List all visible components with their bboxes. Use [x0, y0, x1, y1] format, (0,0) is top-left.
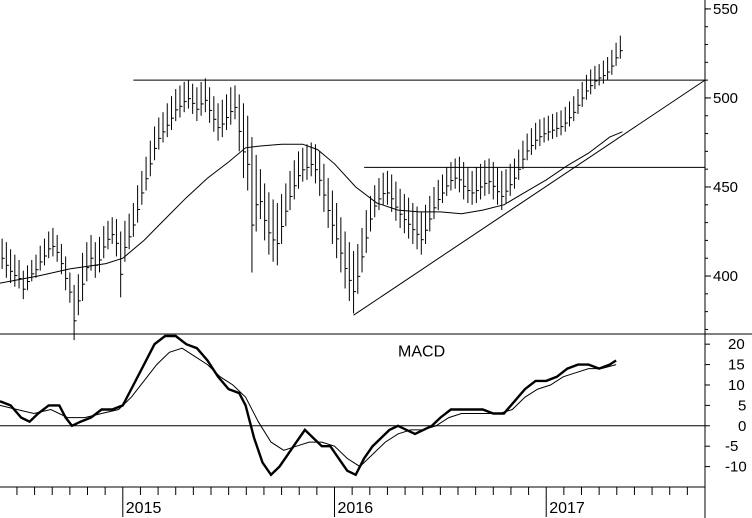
price-y-tick-label: 550 — [713, 1, 738, 18]
macd-y-tick-label: 20 — [728, 336, 745, 353]
macd-y-tick-label: 15 — [728, 357, 745, 374]
trendline-line — [353, 79, 706, 316]
x-tick-label: 2015 — [126, 500, 162, 517]
macd-panel: MACD — [0, 334, 705, 477]
price-y-tick-label: 400 — [713, 268, 738, 285]
price-y-tick-label: 450 — [713, 179, 738, 196]
x-tick-label: 2016 — [338, 500, 374, 517]
price-panel — [0, 35, 706, 341]
price-y-tick-label: 500 — [713, 90, 738, 107]
macd-label: MACD — [398, 343, 445, 360]
macd-y-tick-label: -5 — [725, 438, 738, 455]
macd-y-tick-label: 0 — [738, 418, 746, 435]
moving-average-line — [0, 131, 623, 284]
macd-y-tick-label: 5 — [738, 397, 746, 414]
macd-y-tick-label: 10 — [728, 377, 745, 394]
x-tick-label: 2017 — [549, 500, 585, 517]
macd-macd-line — [0, 334, 617, 477]
macd-signal-line — [0, 347, 617, 468]
macd-y-tick-label: -10 — [725, 459, 747, 476]
